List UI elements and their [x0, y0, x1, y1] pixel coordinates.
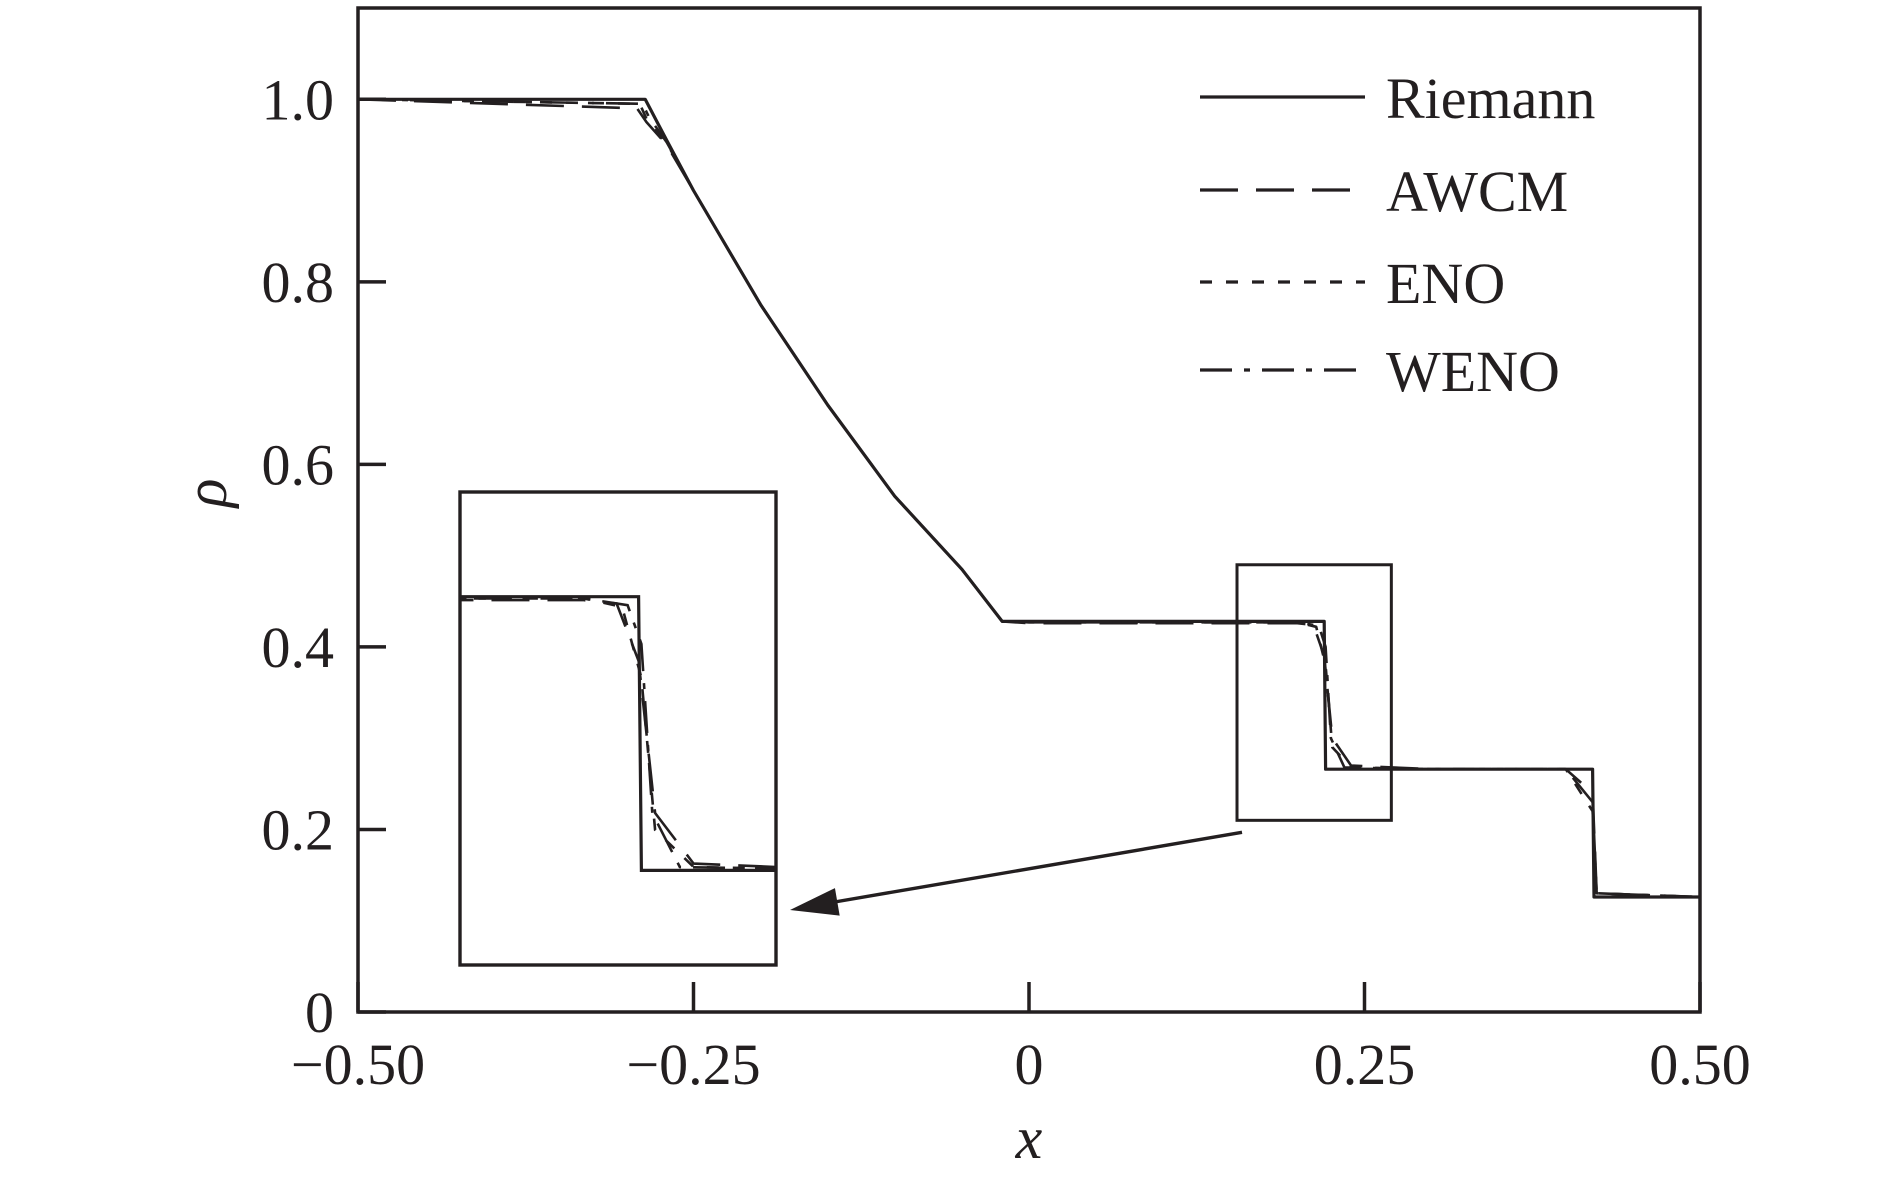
- legend-label-weno: WENO: [1386, 339, 1560, 404]
- x-tick-label: −0.50: [291, 1032, 425, 1097]
- legend-label-awcm: AWCM: [1386, 159, 1568, 224]
- x-tick-label: 0.50: [1649, 1032, 1751, 1097]
- x-tick-label: 0: [1015, 1032, 1044, 1097]
- x-axis-label: x: [1015, 1105, 1043, 1171]
- zoom-source-box: [1235, 563, 1393, 822]
- zoom-group: [458, 490, 1393, 967]
- zoom-inset-box: [458, 490, 778, 967]
- series-group: [357, 97, 1701, 899]
- legend-label-riemann: Riemann: [1386, 66, 1595, 131]
- legend: Riemann AWCM ENO WENO: [1200, 66, 1595, 404]
- y-tick-label: 0.4: [262, 615, 335, 680]
- y-tick-label: 0.6: [262, 432, 335, 497]
- y-tick-label: 0: [305, 980, 334, 1045]
- axes-group: −0.50 −0.25 0 0.25 0.50 0 0.2 0.4 0.6 0.8 1.0 x ρ: [173, 6, 1751, 1171]
- y-tick-label: 1.0: [262, 67, 335, 132]
- y-tick-label: 0.8: [262, 250, 335, 315]
- legend-label-eno: ENO: [1386, 251, 1505, 316]
- y-tick-label: 0.2: [262, 797, 335, 862]
- zoom-arrow-line: [819, 830, 1243, 907]
- x-tick-label: 0.25: [1314, 1032, 1416, 1097]
- zoom-arrow-head: [790, 888, 840, 916]
- series-line-weno: [357, 98, 1701, 899]
- x-tick-label: −0.25: [626, 1032, 760, 1097]
- y-axis-label: ρ: [173, 479, 239, 510]
